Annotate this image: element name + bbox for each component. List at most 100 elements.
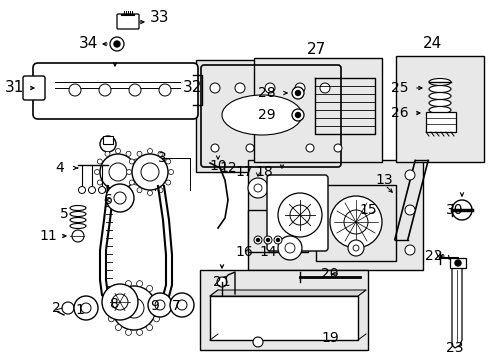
- Circle shape: [305, 144, 313, 152]
- Circle shape: [295, 112, 300, 117]
- Circle shape: [102, 284, 138, 320]
- Ellipse shape: [70, 224, 86, 229]
- Circle shape: [106, 184, 134, 212]
- Bar: [209, 296, 357, 340]
- Text: 15: 15: [359, 203, 376, 217]
- Circle shape: [100, 136, 116, 152]
- Text: 6: 6: [103, 193, 112, 207]
- Bar: [247, 210, 307, 252]
- Bar: [103, 136, 113, 144]
- Circle shape: [137, 188, 142, 193]
- Circle shape: [125, 281, 131, 287]
- Ellipse shape: [70, 211, 86, 216]
- FancyBboxPatch shape: [33, 63, 198, 119]
- Text: 4: 4: [56, 161, 64, 175]
- Circle shape: [79, 186, 85, 194]
- Text: 13: 13: [374, 173, 392, 187]
- Circle shape: [155, 300, 164, 310]
- Circle shape: [285, 243, 294, 253]
- Text: 2: 2: [52, 301, 60, 315]
- Circle shape: [217, 277, 226, 287]
- Bar: [253, 58, 381, 162]
- Circle shape: [115, 190, 120, 195]
- Circle shape: [209, 83, 220, 93]
- Bar: [200, 270, 367, 350]
- Circle shape: [112, 294, 128, 310]
- Circle shape: [273, 236, 282, 244]
- Circle shape: [289, 205, 309, 225]
- Circle shape: [108, 316, 114, 322]
- Text: 10: 10: [209, 159, 226, 173]
- Circle shape: [126, 151, 131, 156]
- Ellipse shape: [70, 206, 86, 211]
- Circle shape: [278, 236, 302, 260]
- Circle shape: [97, 159, 102, 164]
- Circle shape: [177, 300, 186, 310]
- Ellipse shape: [70, 217, 86, 222]
- Circle shape: [278, 193, 321, 237]
- Circle shape: [136, 281, 142, 287]
- Ellipse shape: [428, 85, 450, 93]
- Circle shape: [106, 305, 112, 311]
- Text: 17: 17: [235, 165, 252, 179]
- Circle shape: [129, 84, 141, 96]
- Circle shape: [114, 41, 120, 47]
- Circle shape: [124, 298, 143, 318]
- Circle shape: [343, 210, 367, 234]
- Circle shape: [147, 148, 152, 153]
- Circle shape: [153, 294, 159, 300]
- Circle shape: [141, 163, 159, 181]
- Circle shape: [451, 200, 471, 220]
- Circle shape: [74, 296, 98, 320]
- Circle shape: [247, 178, 267, 198]
- Circle shape: [454, 260, 460, 266]
- Circle shape: [158, 151, 163, 156]
- Circle shape: [333, 144, 341, 152]
- Text: 27: 27: [307, 42, 326, 58]
- Circle shape: [291, 109, 304, 121]
- Circle shape: [264, 83, 274, 93]
- Circle shape: [276, 238, 279, 242]
- Circle shape: [147, 190, 152, 195]
- Circle shape: [99, 84, 111, 96]
- Circle shape: [252, 337, 263, 347]
- Circle shape: [105, 188, 110, 193]
- Text: 25: 25: [390, 81, 408, 95]
- Circle shape: [115, 148, 120, 153]
- Circle shape: [266, 238, 269, 242]
- Circle shape: [170, 293, 194, 317]
- Circle shape: [110, 37, 124, 51]
- Circle shape: [319, 83, 329, 93]
- Circle shape: [69, 84, 81, 96]
- Text: 12: 12: [219, 161, 236, 175]
- Ellipse shape: [428, 107, 450, 113]
- Ellipse shape: [428, 99, 450, 107]
- Circle shape: [88, 186, 95, 194]
- Circle shape: [97, 180, 102, 185]
- Polygon shape: [209, 290, 365, 296]
- Text: 23: 23: [446, 341, 463, 355]
- Text: 3: 3: [157, 151, 166, 165]
- Circle shape: [153, 316, 159, 322]
- Circle shape: [94, 170, 99, 175]
- Text: 29: 29: [258, 108, 275, 122]
- Text: 22: 22: [425, 249, 442, 263]
- Circle shape: [264, 236, 271, 244]
- Circle shape: [245, 144, 253, 152]
- Bar: [247, 160, 422, 270]
- Circle shape: [136, 329, 142, 336]
- Circle shape: [347, 240, 363, 256]
- Ellipse shape: [428, 78, 450, 85]
- Circle shape: [114, 192, 126, 204]
- Circle shape: [137, 151, 142, 156]
- Circle shape: [129, 180, 134, 185]
- Circle shape: [291, 87, 304, 99]
- Text: 18: 18: [255, 165, 272, 179]
- Text: 30: 30: [446, 203, 463, 217]
- Circle shape: [115, 325, 121, 330]
- Circle shape: [98, 186, 105, 194]
- Circle shape: [329, 196, 381, 248]
- Circle shape: [112, 286, 156, 330]
- Text: 24: 24: [422, 36, 441, 51]
- Circle shape: [156, 305, 162, 311]
